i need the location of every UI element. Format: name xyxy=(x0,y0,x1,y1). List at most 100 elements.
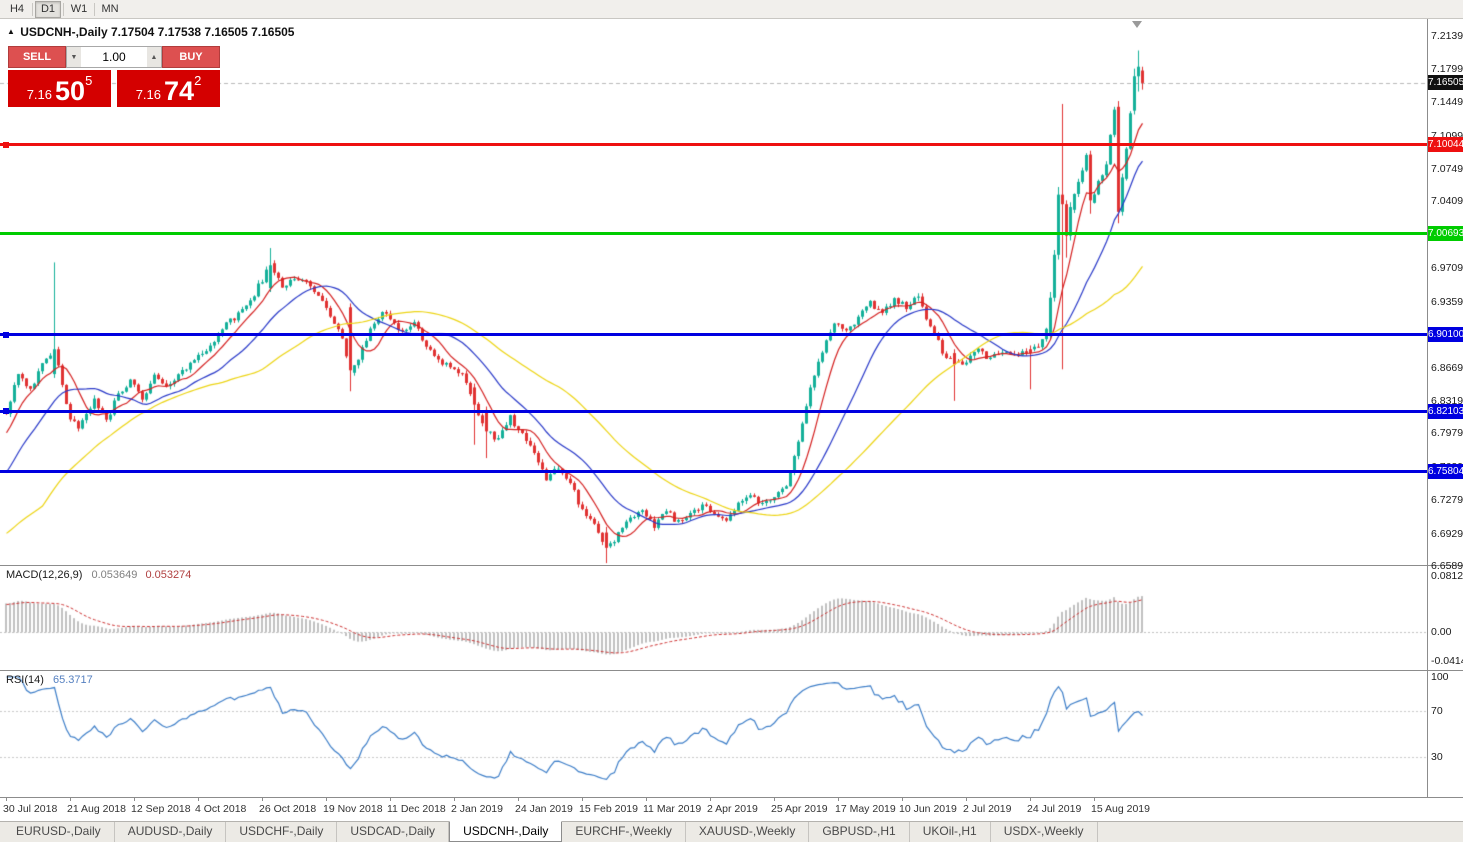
line-handle xyxy=(3,408,9,415)
timeframe-toolbar: H4 D1 W1 MN xyxy=(0,0,1463,19)
date-axis-label: 24 Jan 2019 xyxy=(515,803,573,815)
time-axis-separator xyxy=(0,797,1463,798)
date-axis-tick xyxy=(1094,798,1095,801)
buy-price-point: 2 xyxy=(194,73,202,88)
date-axis-tick xyxy=(198,798,199,801)
chart-tab[interactable]: EURUSD-,Daily xyxy=(3,822,115,842)
sell-price-display[interactable]: 7.16 50 5 xyxy=(8,70,111,107)
date-axis-label: 24 Jul 2019 xyxy=(1027,803,1082,815)
date-axis-tick xyxy=(390,798,391,801)
date-axis-label: 12 Sep 2018 xyxy=(131,803,191,815)
price-tag: 6.90100 xyxy=(1428,327,1463,343)
rsi-axis-label: 30 xyxy=(1431,750,1443,763)
toolbar-separator xyxy=(32,2,33,16)
price-axis-label: 6.72790 xyxy=(1431,494,1463,507)
chart-ohlc-values: 7.17504 7.17538 7.16505 7.16505 xyxy=(110,25,295,39)
macd-indicator-name: MACD(12,26,9) xyxy=(6,569,83,581)
macd-main-value: 0.053649 xyxy=(91,569,138,581)
price-axis-label: 6.65890 xyxy=(1431,560,1463,573)
chart-tab[interactable]: USDCHF-,Daily xyxy=(226,822,338,842)
date-axis-tick xyxy=(6,798,7,801)
timeframe-button-mn[interactable]: MN xyxy=(97,1,123,18)
one-click-trading-panel: SELL ▼ ▲ BUY 7.16 50 5 7.16 74 2 xyxy=(8,46,220,107)
price-axis-label: 6.97090 xyxy=(1431,262,1463,275)
date-axis-tick xyxy=(902,798,903,801)
date-axis-tick xyxy=(966,798,967,801)
current-price-tag: 7.16505 xyxy=(1428,75,1463,91)
horizontal-line[interactable] xyxy=(0,232,1427,236)
price-tag: 7.10044 xyxy=(1428,137,1463,153)
date-axis-label: 2 Jul 2019 xyxy=(963,803,1012,815)
collapse-trade-panel-icon[interactable]: ▲ xyxy=(7,27,15,36)
price-axis-label: 6.86690 xyxy=(1431,361,1463,374)
chart-tab[interactable]: UKOil-,H1 xyxy=(910,822,991,842)
date-axis-label: 19 Nov 2018 xyxy=(323,803,383,815)
macd-axis-label: -0.041412 xyxy=(1431,654,1463,667)
chart-tab[interactable]: EURCHF-,Weekly xyxy=(562,822,686,842)
line-handle xyxy=(3,141,9,148)
date-axis-tick xyxy=(70,798,71,801)
date-axis-label: 15 Aug 2019 xyxy=(1091,803,1150,815)
macd-axis-label: 0.00 xyxy=(1431,625,1452,638)
horizontal-line[interactable] xyxy=(0,333,1427,337)
date-axis-tick xyxy=(518,798,519,801)
chart-tab[interactable]: XAUUSD-,Weekly xyxy=(686,822,810,842)
horizontal-line[interactable] xyxy=(0,469,1427,473)
rsi-label-row: RSI(14) 65.3717 xyxy=(6,674,93,686)
macd-label-row: MACD(12,26,9) 0.053649 0.053274 xyxy=(6,569,191,581)
buy-button[interactable]: BUY xyxy=(162,46,220,68)
chart-ohlc-title: ▲ USDCNH-,Daily 7.17504 7.17538 7.16505 … xyxy=(7,25,294,39)
date-axis-tick xyxy=(134,798,135,801)
chart-shift-marker-icon[interactable] xyxy=(1132,21,1142,28)
price-tag: 6.75804 xyxy=(1428,463,1463,479)
chart-tab[interactable]: AUDUSD-,Daily xyxy=(115,822,227,842)
chart-tab-bar: EURUSD-,Daily AUDUSD-,Daily USDCHF-,Daily U… xyxy=(0,821,1463,842)
rsi-value: 65.3717 xyxy=(52,674,93,686)
buy-price-display[interactable]: 7.16 74 2 xyxy=(117,70,220,107)
price-axis-label: 7.04090 xyxy=(1431,195,1463,208)
horizontal-line[interactable] xyxy=(0,143,1427,147)
price-axis-label: 7.07490 xyxy=(1431,162,1463,175)
macd-panel-resize-separator[interactable] xyxy=(0,565,1463,566)
date-axis-label: 25 Apr 2019 xyxy=(771,803,828,815)
date-axis-label: 11 Mar 2019 xyxy=(643,803,702,815)
rsi-indicator-name: RSI(14) xyxy=(6,674,44,686)
price-tag: 7.00693 xyxy=(1428,226,1463,242)
date-axis-tick xyxy=(262,798,263,801)
price-axis-label: 7.21390 xyxy=(1431,30,1463,43)
date-axis-label: 4 Oct 2018 xyxy=(195,803,247,815)
chart-tab[interactable]: USDX-,Weekly xyxy=(991,822,1098,842)
date-axis-label: 15 Feb 2019 xyxy=(579,803,638,815)
price-axis-label: 6.93590 xyxy=(1431,295,1463,308)
date-axis-tick xyxy=(582,798,583,801)
volume-control: ▼ ▲ xyxy=(66,46,162,68)
timeframe-button-w1[interactable]: W1 xyxy=(66,1,92,18)
macd-signal-value: 0.053274 xyxy=(145,569,192,581)
date-axis-tick xyxy=(774,798,775,801)
toolbar-separator xyxy=(94,2,95,16)
rsi-axis-label: 70 xyxy=(1431,705,1443,718)
main-chart-canvas[interactable] xyxy=(0,19,1427,565)
date-axis-label: 17 May 2019 xyxy=(835,803,896,815)
chart-tab[interactable]: USDCNH-,Daily xyxy=(449,821,563,842)
date-axis-tick xyxy=(326,798,327,801)
sell-price-prefix: 7.16 xyxy=(26,87,53,102)
rsi-panel-resize-separator[interactable] xyxy=(0,670,1463,671)
sell-button[interactable]: SELL xyxy=(8,46,66,68)
volume-decrease-button[interactable]: ▼ xyxy=(67,47,81,67)
date-axis-tick xyxy=(838,798,839,801)
timeframe-button-h4[interactable]: H4 xyxy=(4,1,30,18)
volume-input[interactable] xyxy=(81,47,147,67)
rsi-panel-canvas[interactable] xyxy=(0,671,1427,797)
chart-tab[interactable]: USDCAD-,Daily xyxy=(337,822,450,842)
date-axis-label: 30 Jul 2018 xyxy=(3,803,58,815)
volume-increase-button[interactable]: ▲ xyxy=(147,47,161,67)
timeframe-button-d1[interactable]: D1 xyxy=(35,0,61,18)
sell-price-pips: 50 xyxy=(55,76,86,106)
date-axis-label: 21 Aug 2018 xyxy=(67,803,126,815)
date-axis-label: 2 Apr 2019 xyxy=(707,803,758,815)
chart-tab[interactable]: GBPUSD-,H1 xyxy=(809,822,910,842)
macd-panel-canvas[interactable] xyxy=(0,566,1427,670)
horizontal-line[interactable] xyxy=(0,409,1427,413)
